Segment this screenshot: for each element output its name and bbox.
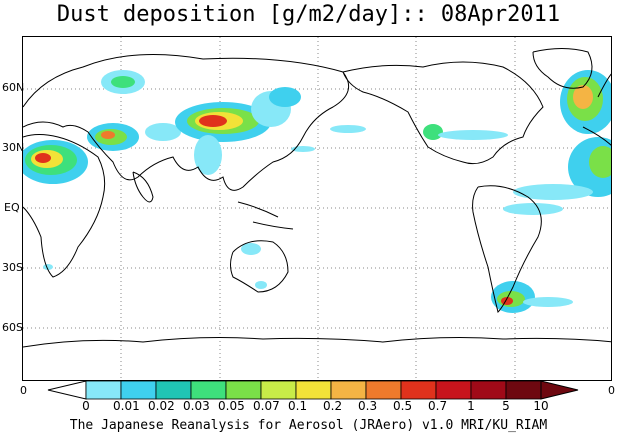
frame-label-left: 0 xyxy=(20,384,27,397)
colorbar-tick-label: 0.2 xyxy=(323,399,343,413)
colorbar-swatch xyxy=(505,380,542,400)
colorbar-tick-label: 10 xyxy=(533,399,549,413)
colorbar: 0 0.01 0.02 0.03 0.05 0.07 0.1 0.2 0.3 0.5 0.7 1 5 10 xyxy=(0,380,617,414)
colorbar-swatch xyxy=(470,380,507,400)
colorbar-swatch xyxy=(190,380,227,400)
colorbar-swatch xyxy=(120,380,157,400)
footer-caption: The Japanese Reanalysis for Aerosol (JRA… xyxy=(69,418,548,433)
colorbar-swatches xyxy=(47,380,579,400)
colorbar-tick-label: 0.05 xyxy=(218,399,245,413)
colorbar-tick-label: 0 xyxy=(82,399,90,413)
colorbar-tick-label: 0.01 xyxy=(113,399,140,413)
colorbar-arrow-left xyxy=(47,380,87,400)
colorbar-swatch xyxy=(155,380,192,400)
dust-field xyxy=(23,70,611,313)
colorbar-swatch xyxy=(330,380,367,400)
colorbar-swatch xyxy=(85,380,122,400)
lat-label-eq: EQ xyxy=(4,201,20,214)
colorbar-tick-label: 0.07 xyxy=(253,399,280,413)
lat-label-30n: 30N xyxy=(2,141,25,154)
coastlines xyxy=(23,48,611,348)
colorbar-tick-label: 0.02 xyxy=(148,399,175,413)
colorbar-swatch xyxy=(260,380,297,400)
colorbar-tick-label: 0.3 xyxy=(358,399,378,413)
map-panel xyxy=(22,36,612,381)
colorbar-tick-label: 0.7 xyxy=(428,399,448,413)
world-map xyxy=(23,37,611,380)
colorbar-tick-label: 0.1 xyxy=(288,399,308,413)
colorbar-tick-label: 0.03 xyxy=(183,399,210,413)
lat-label-60n: 60N xyxy=(2,81,25,94)
colorbar-arrow-right xyxy=(540,380,579,400)
colorbar-swatch xyxy=(365,380,402,400)
colorbar-swatch xyxy=(435,380,472,400)
colorbar-swatch xyxy=(225,380,262,400)
lat-label-60s: 60S xyxy=(2,321,23,334)
colorbar-swatch xyxy=(295,380,332,400)
colorbar-tick-label: 5 xyxy=(502,399,510,413)
lat-label-30s: 30S xyxy=(2,261,23,274)
colorbar-swatch xyxy=(400,380,437,400)
frame-label-right: 0 xyxy=(608,384,615,397)
colorbar-tick-label: 0.5 xyxy=(393,399,413,413)
colorbar-tick-label: 1 xyxy=(467,399,475,413)
map-title: Dust deposition [g/m2/day]:: 08Apr2011 xyxy=(56,2,561,27)
